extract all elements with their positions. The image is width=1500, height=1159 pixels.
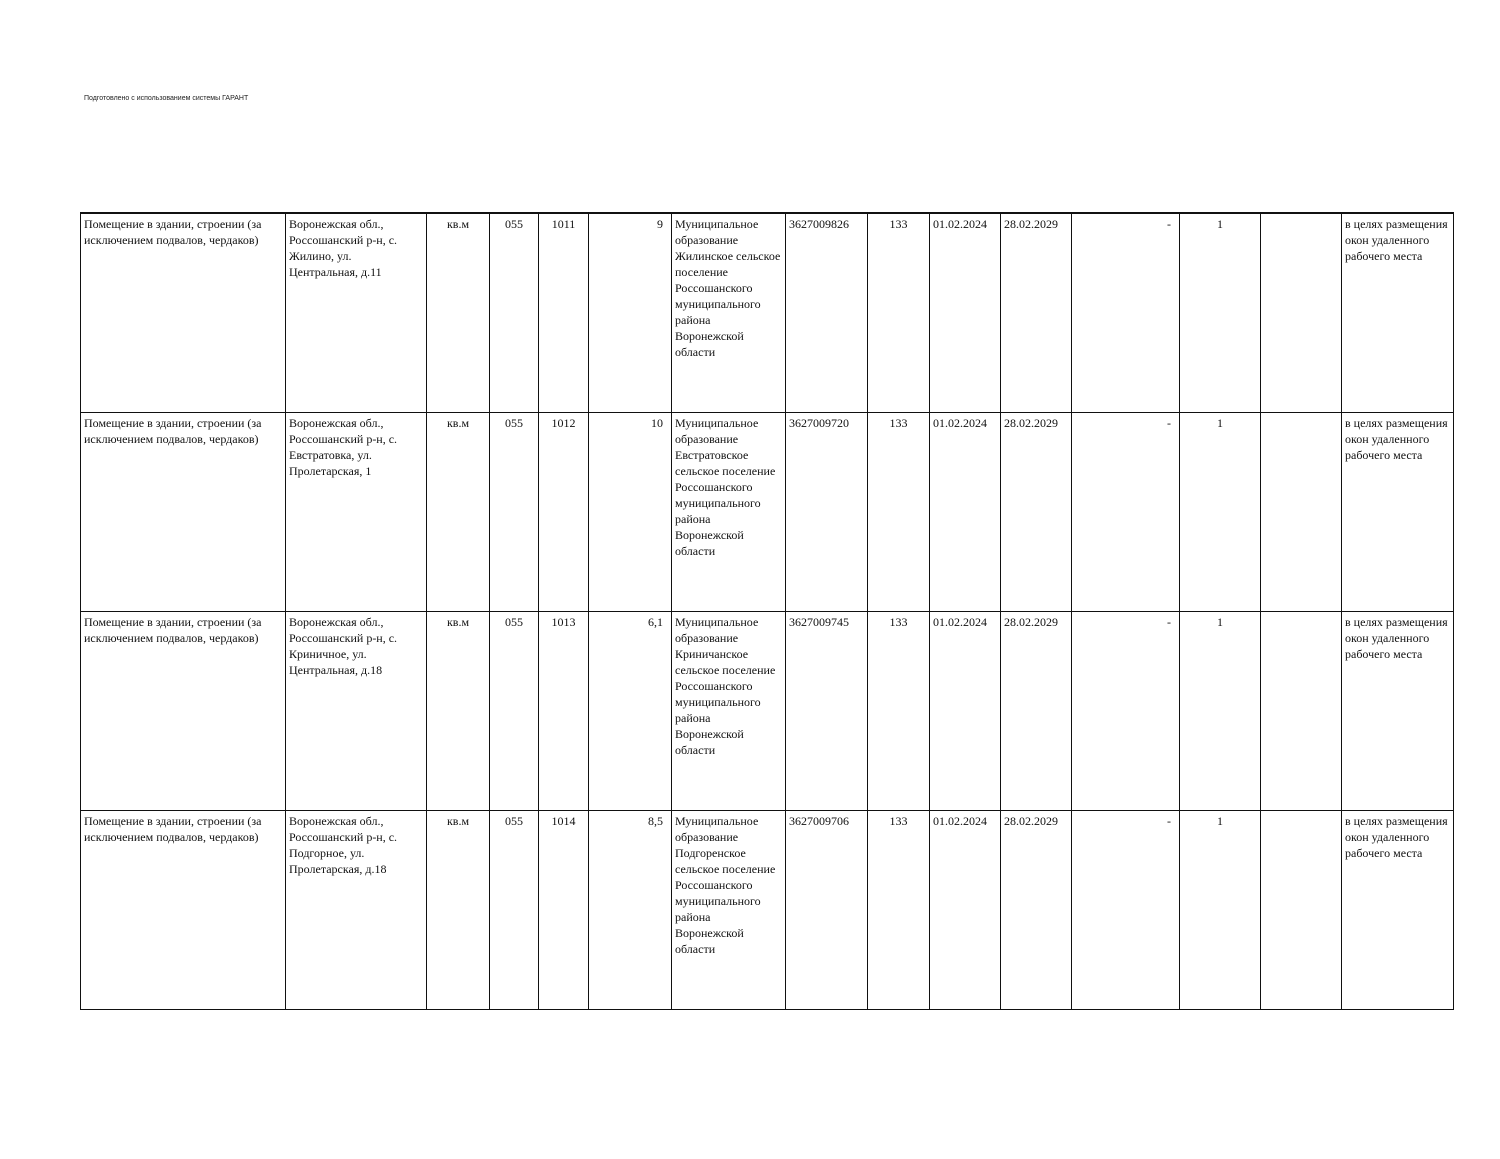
cell-address: Воронежская обл., Россошанский р-н, с. Ж… (285, 212, 427, 413)
cell-date-from: 01.02.2024 (929, 611, 1001, 811)
cell-address: Воронежская обл., Россошанский р-н, с. Е… (285, 412, 427, 612)
cell-col14 (1260, 611, 1342, 811)
cell-col14 (1260, 412, 1342, 612)
cell-col12: - (1071, 212, 1180, 413)
cell-unit: кв.м (426, 412, 490, 612)
cell-col12: - (1071, 810, 1180, 1010)
table-row: Помещение в здании, строении (за исключе… (80, 212, 1454, 413)
cell-col13: 1 (1179, 611, 1261, 811)
cell-col9: 133 (867, 810, 930, 1010)
cell-col9: 133 (867, 212, 930, 413)
cell-date-to: 28.02.2029 (1000, 611, 1072, 811)
cell-purpose: в целях размещения окон удаленного рабоч… (1341, 212, 1454, 413)
cell-owner: Муниципальное образование Евстратовское … (671, 412, 786, 612)
cell-number: 1011 (538, 212, 589, 413)
cell-owner: Муниципальное образование Подгоренское с… (671, 810, 786, 1010)
cell-date-from: 01.02.2024 (929, 412, 1001, 612)
cell-area: 10 (588, 412, 672, 612)
cell-code: 055 (489, 412, 539, 612)
cell-owner: Муниципальное образование Жилинское сель… (671, 212, 786, 413)
cell-purpose: в целях размещения окон удаленного рабоч… (1341, 611, 1454, 811)
cell-col14 (1260, 810, 1342, 1010)
cell-object: Помещение в здании, строении (за исключе… (80, 810, 286, 1010)
cell-code: 055 (489, 212, 539, 413)
cell-col12: - (1071, 611, 1180, 811)
property-table: Помещение в здании, строении (за исключе… (80, 212, 1454, 1010)
cell-area: 8,5 (588, 810, 672, 1010)
cell-address: Воронежская обл., Россошанский р-н, с. П… (285, 810, 427, 1010)
cell-date-to: 28.02.2029 (1000, 810, 1072, 1010)
cell-col9: 133 (867, 412, 930, 612)
cell-date-from: 01.02.2024 (929, 212, 1001, 413)
cell-date-to: 28.02.2029 (1000, 412, 1072, 612)
cell-object: Помещение в здании, строении (за исключе… (80, 412, 286, 612)
cell-number: 1012 (538, 412, 589, 612)
cell-inn: 3627009706 (785, 810, 868, 1010)
table-row: Помещение в здании, строении (за исключе… (80, 810, 1454, 1010)
cell-code: 055 (489, 810, 539, 1010)
garant-note: Подготовлено с использованием системы ГА… (84, 95, 249, 102)
cell-number: 1014 (538, 810, 589, 1010)
cell-object: Помещение в здании, строении (за исключе… (80, 611, 286, 811)
cell-date-to: 28.02.2029 (1000, 212, 1072, 413)
cell-owner: Муниципальное образование Криничанское с… (671, 611, 786, 811)
cell-unit: кв.м (426, 810, 490, 1010)
cell-address: Воронежская обл., Россошанский р-н, с. К… (285, 611, 427, 811)
cell-unit: кв.м (426, 611, 490, 811)
cell-col12: - (1071, 412, 1180, 612)
cell-code: 055 (489, 611, 539, 811)
cell-purpose: в целях размещения окон удаленного рабоч… (1341, 810, 1454, 1010)
cell-number: 1013 (538, 611, 589, 811)
cell-area: 6,1 (588, 611, 672, 811)
cell-inn: 3627009826 (785, 212, 868, 413)
cell-inn: 3627009745 (785, 611, 868, 811)
cell-col13: 1 (1179, 212, 1261, 413)
cell-col14 (1260, 212, 1342, 413)
cell-col9: 133 (867, 611, 930, 811)
cell-unit: кв.м (426, 212, 490, 413)
cell-object: Помещение в здании, строении (за исключе… (80, 212, 286, 413)
cell-inn: 3627009720 (785, 412, 868, 612)
table-row: Помещение в здании, строении (за исключе… (80, 412, 1454, 612)
cell-date-from: 01.02.2024 (929, 810, 1001, 1010)
cell-area: 9 (588, 212, 672, 413)
table-row: Помещение в здании, строении (за исключе… (80, 611, 1454, 811)
cell-purpose: в целях размещения окон удаленного рабоч… (1341, 412, 1454, 612)
cell-col13: 1 (1179, 810, 1261, 1010)
cell-col13: 1 (1179, 412, 1261, 612)
